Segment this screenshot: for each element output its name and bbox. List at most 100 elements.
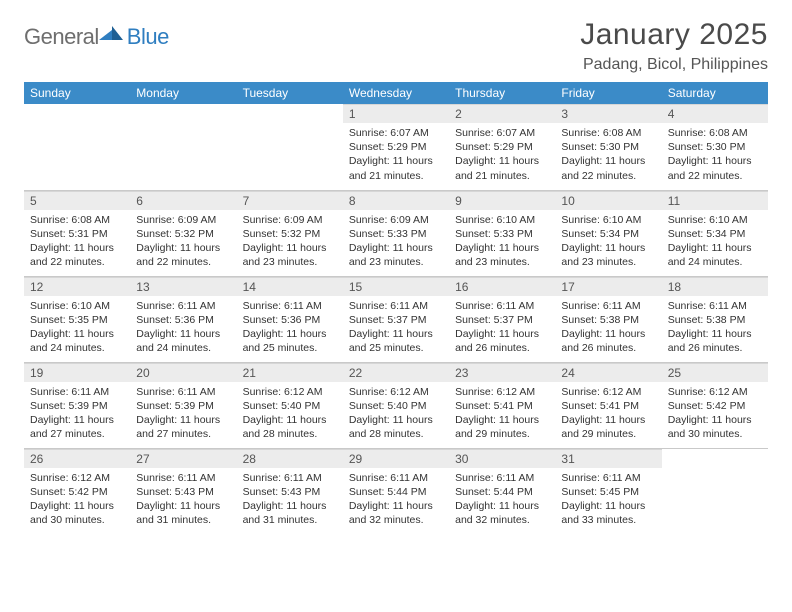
sunset-line: Sunset: 5:34 PM <box>668 227 762 241</box>
sunset-line: Sunset: 5:38 PM <box>561 313 655 327</box>
day-number: 29 <box>343 449 449 468</box>
day-info: Sunrise: 6:10 AMSunset: 5:33 PMDaylight:… <box>449 210 555 274</box>
calendar-cell <box>24 104 130 190</box>
sunset-line: Sunset: 5:44 PM <box>455 485 549 499</box>
day-number: 8 <box>343 191 449 210</box>
month-title: January 2025 <box>580 18 768 52</box>
daylight-line: Daylight: 11 hours and 31 minutes. <box>136 499 230 527</box>
daylight-line: Daylight: 11 hours and 23 minutes. <box>561 241 655 269</box>
day-header: Sunday <box>24 82 130 104</box>
brand-mark-icon <box>99 22 125 42</box>
sunrise-line: Sunrise: 6:12 AM <box>243 385 337 399</box>
daylight-line: Daylight: 11 hours and 21 minutes. <box>349 154 443 182</box>
daylight-line: Daylight: 11 hours and 27 minutes. <box>136 413 230 441</box>
sunrise-line: Sunrise: 6:11 AM <box>349 299 443 313</box>
sunrise-line: Sunrise: 6:10 AM <box>668 213 762 227</box>
sunrise-line: Sunrise: 6:11 AM <box>668 299 762 313</box>
title-block: January 2025 Padang, Bicol, Philippines <box>580 18 768 74</box>
day-info: Sunrise: 6:12 AMSunset: 5:42 PMDaylight:… <box>24 468 130 532</box>
daylight-line: Daylight: 11 hours and 26 minutes. <box>455 327 549 355</box>
sunrise-line: Sunrise: 6:11 AM <box>561 471 655 485</box>
sunrise-line: Sunrise: 6:10 AM <box>561 213 655 227</box>
daylight-line: Daylight: 11 hours and 25 minutes. <box>243 327 337 355</box>
brand-word-blue: Blue <box>127 24 169 50</box>
calendar-cell: 29Sunrise: 6:11 AMSunset: 5:44 PMDayligh… <box>343 448 449 534</box>
day-number: 5 <box>24 191 130 210</box>
calendar-cell: 24Sunrise: 6:12 AMSunset: 5:41 PMDayligh… <box>555 362 661 448</box>
sunrise-line: Sunrise: 6:08 AM <box>668 126 762 140</box>
sunset-line: Sunset: 5:30 PM <box>668 140 762 154</box>
daylight-line: Daylight: 11 hours and 26 minutes. <box>668 327 762 355</box>
sunset-line: Sunset: 5:39 PM <box>136 399 230 413</box>
day-header: Friday <box>555 82 661 104</box>
calendar-row: 5Sunrise: 6:08 AMSunset: 5:31 PMDaylight… <box>24 190 768 276</box>
day-info: Sunrise: 6:08 AMSunset: 5:31 PMDaylight:… <box>24 210 130 274</box>
day-number: 21 <box>237 363 343 382</box>
sunset-line: Sunset: 5:38 PM <box>668 313 762 327</box>
day-number: 23 <box>449 363 555 382</box>
sunrise-line: Sunrise: 6:09 AM <box>349 213 443 227</box>
daylight-line: Daylight: 11 hours and 30 minutes. <box>668 413 762 441</box>
day-number: 1 <box>343 104 449 123</box>
day-number: 9 <box>449 191 555 210</box>
calendar-cell: 2Sunrise: 6:07 AMSunset: 5:29 PMDaylight… <box>449 104 555 190</box>
sunrise-line: Sunrise: 6:11 AM <box>136 385 230 399</box>
sunset-line: Sunset: 5:40 PM <box>243 399 337 413</box>
daylight-line: Daylight: 11 hours and 28 minutes. <box>243 413 337 441</box>
calendar-cell: 23Sunrise: 6:12 AMSunset: 5:41 PMDayligh… <box>449 362 555 448</box>
day-number: 31 <box>555 449 661 468</box>
calendar-cell: 26Sunrise: 6:12 AMSunset: 5:42 PMDayligh… <box>24 448 130 534</box>
calendar-cell <box>130 104 236 190</box>
daylight-line: Daylight: 11 hours and 30 minutes. <box>30 499 124 527</box>
sunset-line: Sunset: 5:32 PM <box>243 227 337 241</box>
brand-word-general: General <box>24 24 99 50</box>
day-number: 17 <box>555 277 661 296</box>
sunset-line: Sunset: 5:41 PM <box>455 399 549 413</box>
sunset-line: Sunset: 5:29 PM <box>349 140 443 154</box>
calendar-cell: 9Sunrise: 6:10 AMSunset: 5:33 PMDaylight… <box>449 190 555 276</box>
calendar-cell: 13Sunrise: 6:11 AMSunset: 5:36 PMDayligh… <box>130 276 236 362</box>
day-info: Sunrise: 6:11 AMSunset: 5:44 PMDaylight:… <box>449 468 555 532</box>
calendar-cell: 11Sunrise: 6:10 AMSunset: 5:34 PMDayligh… <box>662 190 768 276</box>
header: General Blue January 2025 Padang, Bicol,… <box>24 18 768 74</box>
daylight-line: Daylight: 11 hours and 22 minutes. <box>30 241 124 269</box>
sunset-line: Sunset: 5:40 PM <box>349 399 443 413</box>
day-number: 6 <box>130 191 236 210</box>
day-number: 18 <box>662 277 768 296</box>
day-info: Sunrise: 6:10 AMSunset: 5:35 PMDaylight:… <box>24 296 130 360</box>
sunset-line: Sunset: 5:37 PM <box>455 313 549 327</box>
day-number: 7 <box>237 191 343 210</box>
sunrise-line: Sunrise: 6:11 AM <box>243 471 337 485</box>
sunset-line: Sunset: 5:39 PM <box>30 399 124 413</box>
calendar-cell <box>662 448 768 534</box>
day-number: 12 <box>24 277 130 296</box>
day-info: Sunrise: 6:11 AMSunset: 5:39 PMDaylight:… <box>24 382 130 446</box>
day-info: Sunrise: 6:08 AMSunset: 5:30 PMDaylight:… <box>555 123 661 187</box>
day-header: Tuesday <box>237 82 343 104</box>
sunrise-line: Sunrise: 6:08 AM <box>561 126 655 140</box>
day-number: 16 <box>449 277 555 296</box>
daylight-line: Daylight: 11 hours and 23 minutes. <box>455 241 549 269</box>
day-number: 2 <box>449 104 555 123</box>
daylight-line: Daylight: 11 hours and 28 minutes. <box>349 413 443 441</box>
sunset-line: Sunset: 5:29 PM <box>455 140 549 154</box>
daylight-line: Daylight: 11 hours and 29 minutes. <box>561 413 655 441</box>
day-header: Thursday <box>449 82 555 104</box>
sunset-line: Sunset: 5:33 PM <box>455 227 549 241</box>
day-header: Monday <box>130 82 236 104</box>
sunrise-line: Sunrise: 6:10 AM <box>455 213 549 227</box>
sunset-line: Sunset: 5:36 PM <box>243 313 337 327</box>
day-number: 19 <box>24 363 130 382</box>
daylight-line: Daylight: 11 hours and 32 minutes. <box>349 499 443 527</box>
day-number: 11 <box>662 191 768 210</box>
calendar-cell: 25Sunrise: 6:12 AMSunset: 5:42 PMDayligh… <box>662 362 768 448</box>
day-number: 14 <box>237 277 343 296</box>
calendar-cell: 10Sunrise: 6:10 AMSunset: 5:34 PMDayligh… <box>555 190 661 276</box>
day-number: 28 <box>237 449 343 468</box>
day-number: 25 <box>662 363 768 382</box>
day-info: Sunrise: 6:11 AMSunset: 5:36 PMDaylight:… <box>130 296 236 360</box>
sunset-line: Sunset: 5:45 PM <box>561 485 655 499</box>
sunset-line: Sunset: 5:30 PM <box>561 140 655 154</box>
day-info: Sunrise: 6:11 AMSunset: 5:36 PMDaylight:… <box>237 296 343 360</box>
calendar-cell: 7Sunrise: 6:09 AMSunset: 5:32 PMDaylight… <box>237 190 343 276</box>
